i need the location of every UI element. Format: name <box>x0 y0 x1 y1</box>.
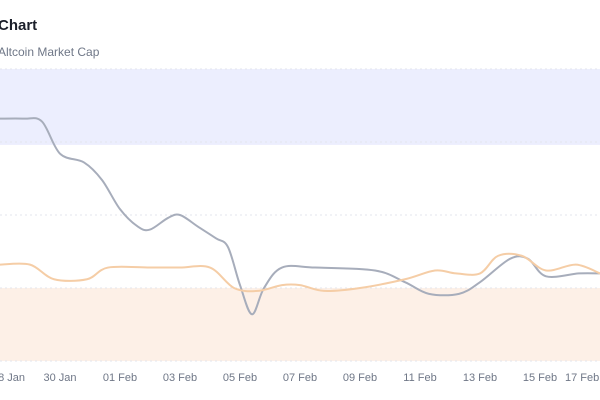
x-tick-label: 13 Feb <box>463 372 497 384</box>
x-tick-label: 15 Feb <box>523 372 557 384</box>
chart-title: Chart <box>0 17 38 34</box>
x-tick-label: 03 Feb <box>163 372 197 384</box>
x-tick-label: 17 Feb <box>565 372 599 384</box>
series-line-0 <box>0 117 600 316</box>
series-line-1 <box>0 252 600 293</box>
x-tick-label: 30 Jan <box>43 372 76 384</box>
band-1 <box>0 288 600 361</box>
chart-subtitle: Altcoin Market Cap <box>0 45 100 59</box>
x-tick-label: 09 Feb <box>343 372 377 384</box>
x-tick-label: 05 Feb <box>223 372 257 384</box>
x-tick-label: 28 Jan <box>0 372 25 384</box>
x-tick-label: 01 Feb <box>103 372 137 384</box>
band-0 <box>0 69 600 145</box>
x-tick-label: 11 Feb <box>403 372 436 384</box>
x-tick-label: 07 Feb <box>283 372 317 384</box>
